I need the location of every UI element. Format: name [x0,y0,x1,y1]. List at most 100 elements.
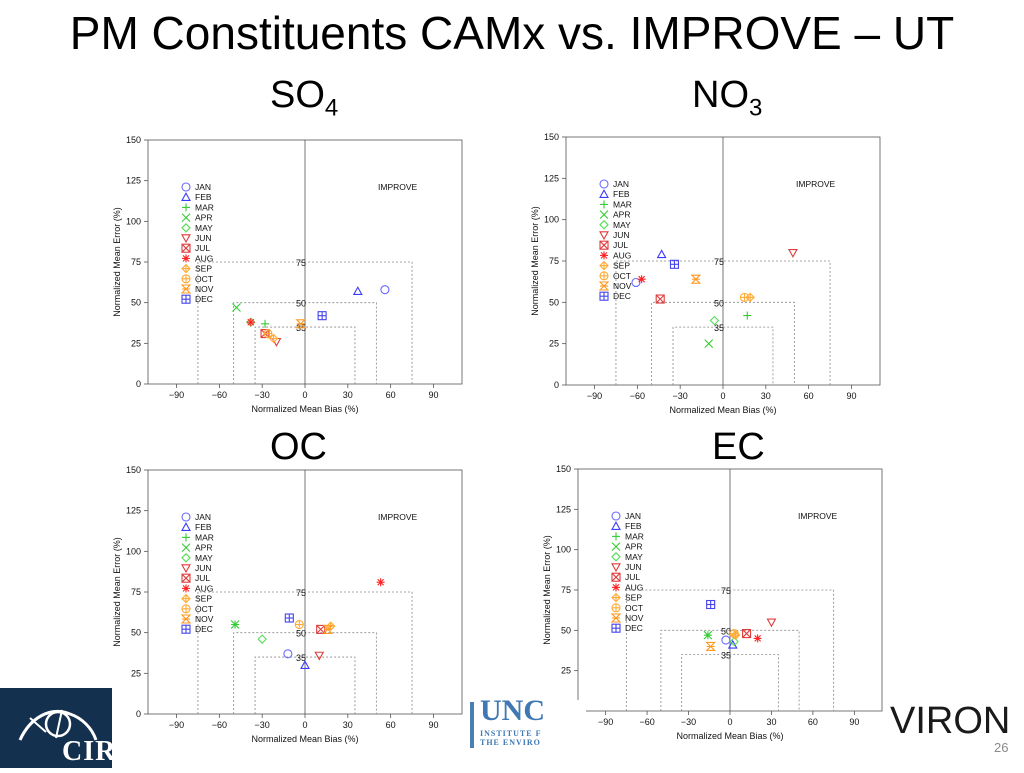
point-aug-so4 [246,318,255,327]
legend-label-mar-ec: MAR [625,531,644,541]
subtitle-no3-sub: 3 [749,94,763,122]
legend-symbol-may-oc [181,553,191,563]
x-axis-label-oc: Normalized Mean Bias (%) [251,734,358,744]
y-tick-label-oc: 75 [131,587,141,597]
point-jun-ec [766,618,777,628]
cira-logo-icon [18,709,98,741]
point-apr-so4 [232,303,241,312]
y-tick-label-no3: 125 [544,173,559,183]
legend-label-dec-so4: DEC [195,294,213,304]
legend-label-mar-so4: MAR [195,202,214,212]
goal-box-label-50-oc: 50 [296,629,306,639]
legend-symbol-dec-so4 [181,294,191,304]
legend-symbol-nov-no3 [598,281,610,291]
legend-symbol-jan-oc [181,512,191,522]
x-axis-label-so4: Normalized Mean Bias (%) [251,404,358,414]
point-nov-no3 [690,274,702,284]
legend-symbol-jul-oc [181,573,191,583]
legend-label-may-so4: MAY [195,223,213,233]
legend-symbol-mar-ec [612,532,620,541]
goal-box-75-so4 [197,261,413,384]
x-tick-label-ec: 30 [766,717,776,727]
x-tick-label-oc: 90 [428,720,438,730]
cira-logo-text: CIRA [62,736,138,767]
goal-box-label-35-no3: 35 [714,323,724,333]
legend-label-nov-oc: NOV [195,614,214,624]
legend-symbol-jul-so4 [181,243,191,253]
legend-label-apr-ec: APR [625,542,642,552]
goal-box-50-ec [660,629,800,711]
point-nov-oc [322,624,334,634]
legend-label-may-ec: MAY [625,552,643,562]
x-tick-label-oc: 60 [386,720,396,730]
subtitle-so4: SO4 [270,74,338,123]
x-axis-label-ec: Normalized Mean Bias (%) [676,731,783,741]
legend-label-jun-so4: JUN [195,233,212,243]
goal-box-50-no3 [651,301,795,385]
goal-box-35-so4 [254,326,356,384]
goal-box-label-75-so4: 75 [296,258,306,268]
point-may-no3 [709,315,720,326]
legend-label-jul-no3: JUL [613,240,628,250]
y-axis-label-no3: Normalized Mean Error (%) [530,206,540,316]
point-apr-no3 [704,339,714,349]
y-tick-label-ec: 125 [556,504,571,514]
benchmark-label-ec: IMPROVE [798,511,838,521]
legend-symbol-apr-ec [611,542,621,551]
x-tick-label-oc: 30 [343,720,353,730]
legend-symbol-jun-oc [181,564,191,574]
y-tick-label-ec: 75 [561,585,571,595]
x-tick-label-no3: 60 [804,391,814,401]
legend-label-oct-oc: OCT [195,604,213,614]
legend-label-dec-no3: DEC [613,291,631,301]
legend-label-aug-no3: AUG [613,250,631,260]
legend-symbol-feb-no3 [599,189,609,198]
legend-label-aug-ec: AUG [625,582,643,592]
legend-symbol-jul-no3 [599,240,609,250]
goal-box-label-50-ec: 50 [721,626,731,636]
y-tick-label-oc: 25 [131,668,141,678]
legend-symbol-jul-ec [611,572,621,582]
x-tick-label-no3: −60 [630,391,645,401]
goal-box-label-50-no3: 50 [714,298,724,308]
x-tick-label-no3: 0 [720,391,725,401]
goal-box-35-oc [254,656,356,714]
legend-symbol-apr-oc [181,543,191,552]
legend-symbol-aug-no3 [600,251,608,260]
point-jul-ec [742,629,752,639]
legend-symbol-may-no3 [599,220,609,230]
subtitle-so4-text: SO [270,74,325,116]
y-tick-label-ec: 25 [561,666,571,676]
unc-logo-sub1: INSTITUTE F [480,729,542,738]
benchmark-label-no3: IMPROVE [796,179,836,189]
x-tick-label-so4: −60 [212,390,227,400]
legend-symbol-mar-no3 [600,200,608,209]
point-dec-ec [706,599,716,610]
legend-symbol-oct-ec [611,603,621,613]
legend-label-may-no3: MAY [613,220,631,230]
legend-label-feb-no3: FEB [613,189,630,199]
point-dec-so4 [317,311,327,321]
legend-label-sep-so4: SEP [195,264,212,274]
point-jun-oc [314,651,325,661]
point-jan-so4 [380,285,390,295]
legend-label-feb-so4: FEB [195,192,212,202]
benchmark-label-oc: IMPROVE [378,512,418,522]
y-tick-label-oc: 100 [126,546,141,556]
subtitle-no3: NO3 [692,74,762,123]
legend-label-feb-ec: FEB [625,521,642,531]
x-tick-label-oc: 0 [302,720,307,730]
legend-label-jan-so4: JAN [195,182,211,192]
y-tick-label-so4: 125 [126,176,141,186]
legend-label-nov-no3: NOV [613,281,632,291]
plot-oc: 75 50 35 −90 −60 −30 0 30 60 90 0 25 50 75 100 125 150 No… [112,465,463,744]
subtitle-no3-text: NO [692,74,749,116]
legend-label-sep-ec: SEP [625,593,642,603]
point-feb-oc [300,660,310,669]
legend-symbol-apr-so4 [181,213,191,222]
legend-symbol-jan-no3 [599,179,609,189]
legend-symbol-dec-no3 [599,291,609,301]
x-tick-label-so4: 30 [343,390,353,400]
legend-symbol-dec-ec [611,623,621,633]
legend-symbol-may-so4 [181,223,191,233]
